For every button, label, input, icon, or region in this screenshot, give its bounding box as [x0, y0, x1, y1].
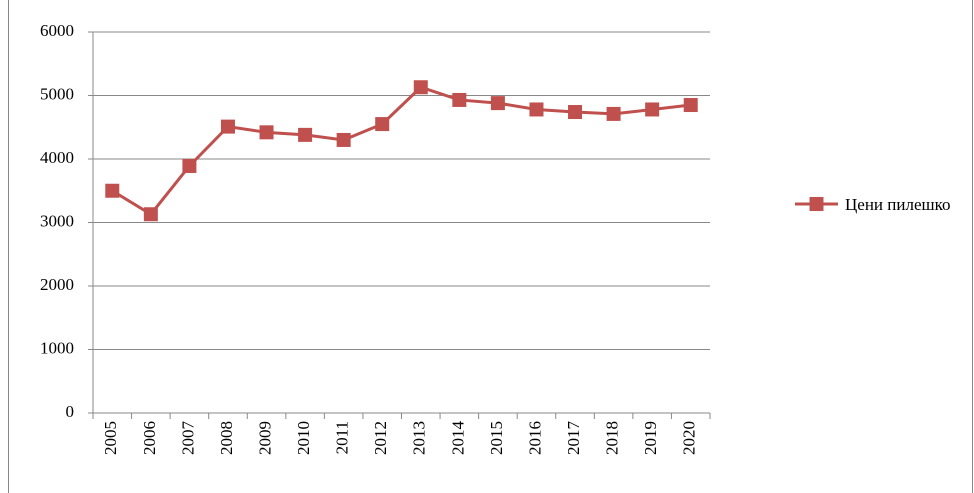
- x-tick-label: 2009: [255, 421, 274, 455]
- x-tick-label: 2006: [140, 421, 159, 455]
- marker: [606, 106, 621, 121]
- x-tick-label: 2015: [487, 421, 506, 455]
- y-tick-label: 2000: [40, 275, 74, 294]
- x-tick-label: 2007: [178, 421, 197, 456]
- legend-label: Цени пилешко: [845, 195, 951, 214]
- marker: [529, 102, 544, 117]
- x-tick-label: 2010: [294, 421, 313, 455]
- y-tick-label: 5000: [40, 84, 74, 103]
- x-tick-label: 2019: [641, 421, 660, 455]
- y-tick-label: 4000: [40, 148, 74, 167]
- y-tick-label: 1000: [40, 338, 74, 357]
- marker: [143, 207, 158, 222]
- x-tick-label: 2013: [410, 421, 429, 455]
- x-tick-label: 2011: [333, 421, 352, 454]
- marker: [105, 183, 120, 198]
- marker: [490, 96, 505, 111]
- legend-marker: [809, 197, 824, 211]
- y-tick-label: 3000: [40, 211, 74, 230]
- marker: [298, 127, 313, 142]
- x-tick-label: 2018: [603, 421, 622, 455]
- marker: [568, 105, 583, 120]
- x-tick-label: 2017: [564, 421, 583, 456]
- marker: [182, 158, 197, 173]
- chart-frame: [8, 0, 973, 493]
- y-tick-label: 0: [66, 402, 75, 421]
- x-tick-label: 2014: [448, 421, 467, 456]
- x-tick-label: 2016: [525, 421, 544, 455]
- line-series: [111, 85, 691, 217]
- x-tick-label: 2005: [101, 421, 120, 455]
- y-tick-label: 6000: [40, 21, 74, 40]
- marker: [452, 92, 467, 107]
- x-tick-label: 2012: [371, 421, 390, 455]
- marker: [413, 80, 428, 95]
- marker: [683, 98, 698, 113]
- marker: [336, 132, 351, 147]
- x-tick-label: 2020: [680, 421, 699, 455]
- marker: [645, 102, 660, 117]
- marker: [375, 117, 390, 132]
- marker: [220, 119, 235, 134]
- x-tick-label: 2008: [217, 421, 236, 455]
- marker: [259, 125, 274, 140]
